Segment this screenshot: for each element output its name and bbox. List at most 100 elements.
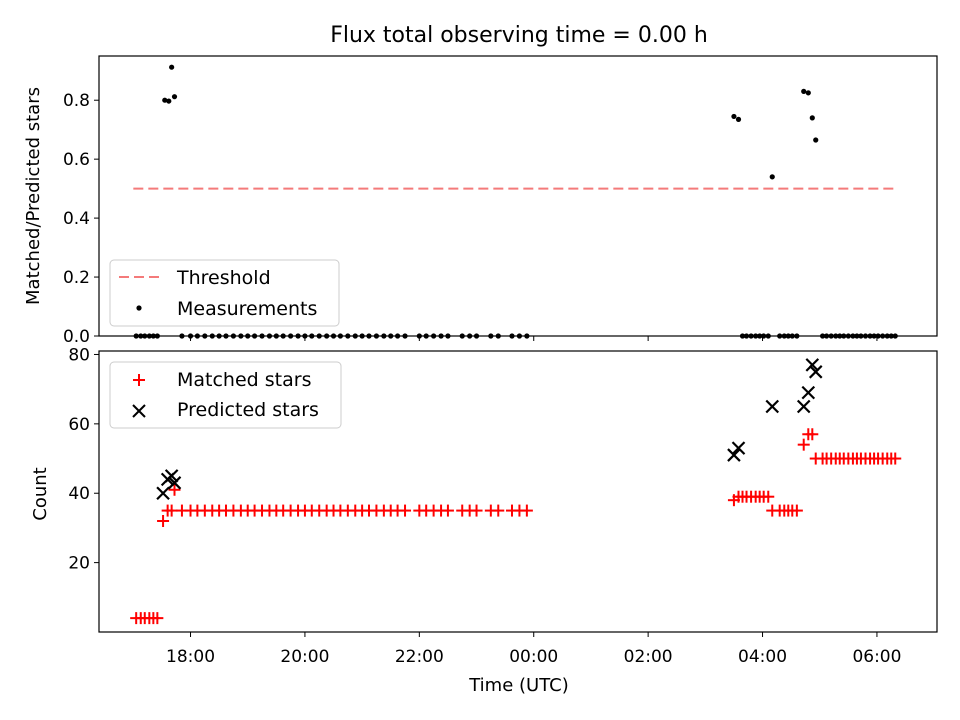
predicted-star-point	[808, 365, 823, 379]
measurement-point	[133, 333, 139, 339]
predicted-star-point	[156, 486, 170, 501]
measurement-point	[765, 333, 771, 339]
measurement-point	[366, 333, 372, 339]
measurement-point	[854, 333, 860, 339]
bottom-plot-frame	[98, 350, 938, 633]
predicted-star-point	[727, 448, 741, 462]
measurement-point	[179, 333, 185, 339]
measurement-point	[223, 333, 229, 339]
measurement-point	[194, 333, 200, 339]
measurement-point	[488, 333, 494, 339]
measurement-point	[402, 333, 408, 339]
measurement-point	[871, 333, 877, 339]
measurement-point	[753, 333, 759, 339]
measurement-point	[171, 94, 178, 100]
measurement-point	[394, 333, 401, 339]
top-y-axis-label: Matched/Predicted stars	[23, 87, 44, 305]
measurement-point	[761, 333, 767, 339]
measurement-point	[324, 333, 330, 339]
bottom-plot-area	[130, 358, 902, 625]
matched-star-point	[762, 490, 775, 503]
legend-matched-swatch	[133, 374, 145, 386]
measurement-point	[359, 333, 365, 339]
matched-star-point	[470, 504, 483, 517]
legend-measurements-label: Measurements	[177, 298, 317, 320]
legend-threshold-label: Threshold	[176, 267, 271, 289]
measurement-point	[169, 64, 175, 70]
top-legend-box	[109, 259, 340, 327]
matched-star-point	[165, 504, 178, 517]
measurement-point	[230, 333, 237, 339]
bottom-y-tick-label: 40	[68, 484, 90, 504]
chart-title: Flux total observing time = 0.00 h	[330, 23, 708, 48]
legend-predicted-label: Predicted stars	[177, 399, 319, 421]
predicted-star-point	[765, 399, 780, 414]
bottom-x-tick-label: 02:00	[624, 647, 673, 667]
measurement-point	[337, 333, 343, 339]
bottom-legend-box	[109, 361, 342, 429]
measurement-point	[146, 333, 152, 339]
legend-matched-label: Matched stars	[177, 369, 311, 391]
matched-star-point	[157, 514, 170, 527]
measurement-point	[259, 333, 265, 339]
measurement-point	[381, 333, 387, 339]
measurement-point	[769, 174, 775, 180]
measurement-point	[884, 333, 890, 339]
x-axis-label: Time (UTC)	[468, 675, 569, 696]
measurement-point	[781, 333, 787, 339]
measurement-point	[785, 333, 791, 339]
matched-star-point	[520, 504, 533, 517]
measurement-point	[416, 333, 422, 339]
measurement-point	[524, 333, 530, 339]
legend-predicted-swatch	[132, 404, 146, 418]
matched-star-point	[492, 504, 505, 517]
measurement-point	[352, 333, 358, 339]
measurement-point	[309, 333, 315, 339]
measurement-point	[888, 333, 894, 339]
measurement-point	[824, 333, 830, 339]
predicted-star-point	[731, 441, 746, 455]
measurement-point	[142, 333, 148, 339]
matched-star-point	[441, 504, 454, 517]
measurement-point	[789, 333, 795, 339]
top-y-tick-label: 0.0	[63, 327, 90, 347]
measurement-point	[739, 333, 746, 339]
measurement-point	[819, 333, 826, 339]
measurement-point	[516, 333, 523, 339]
measurement-point	[743, 333, 750, 339]
measurement-point	[431, 333, 437, 339]
bottom-y-tick-label: 60	[68, 415, 90, 435]
bottom-x-axis: 18:00 20:00 22:00 00:00 02:00 04:00 06:00	[166, 632, 901, 667]
measurement-point	[373, 333, 380, 339]
measurement-point	[388, 333, 394, 339]
measurement-point	[273, 333, 279, 339]
measurement-point	[892, 333, 898, 339]
predicted-star-point	[796, 399, 811, 414]
measurement-point	[858, 333, 864, 339]
measurement-point	[138, 333, 144, 339]
measurement-point	[438, 333, 444, 339]
measurement-point	[345, 333, 351, 339]
measurement-point	[266, 333, 273, 339]
bottom-legend: Matched stars Predicted stars	[109, 361, 342, 429]
measurement-point	[813, 137, 819, 143]
measurement-point	[845, 333, 851, 339]
measurement-point	[837, 333, 843, 339]
measurement-point	[841, 333, 847, 339]
matched-star-point	[168, 483, 181, 496]
measurement-point	[777, 333, 783, 339]
measurement-point	[875, 333, 881, 339]
bottom-y-axis-label: Count	[30, 467, 51, 520]
bottom-x-tick-label: 06:00	[852, 647, 901, 667]
measurement-point	[302, 333, 308, 339]
measurement-point	[251, 333, 258, 339]
measurement-point	[150, 333, 156, 339]
measurement-point	[166, 98, 172, 104]
measurement-point	[467, 333, 473, 339]
measurement-point	[862, 333, 869, 339]
measurement-point	[748, 333, 754, 339]
measurement-point	[809, 115, 815, 121]
measurement-point	[423, 333, 429, 339]
measurement-point	[731, 113, 737, 120]
